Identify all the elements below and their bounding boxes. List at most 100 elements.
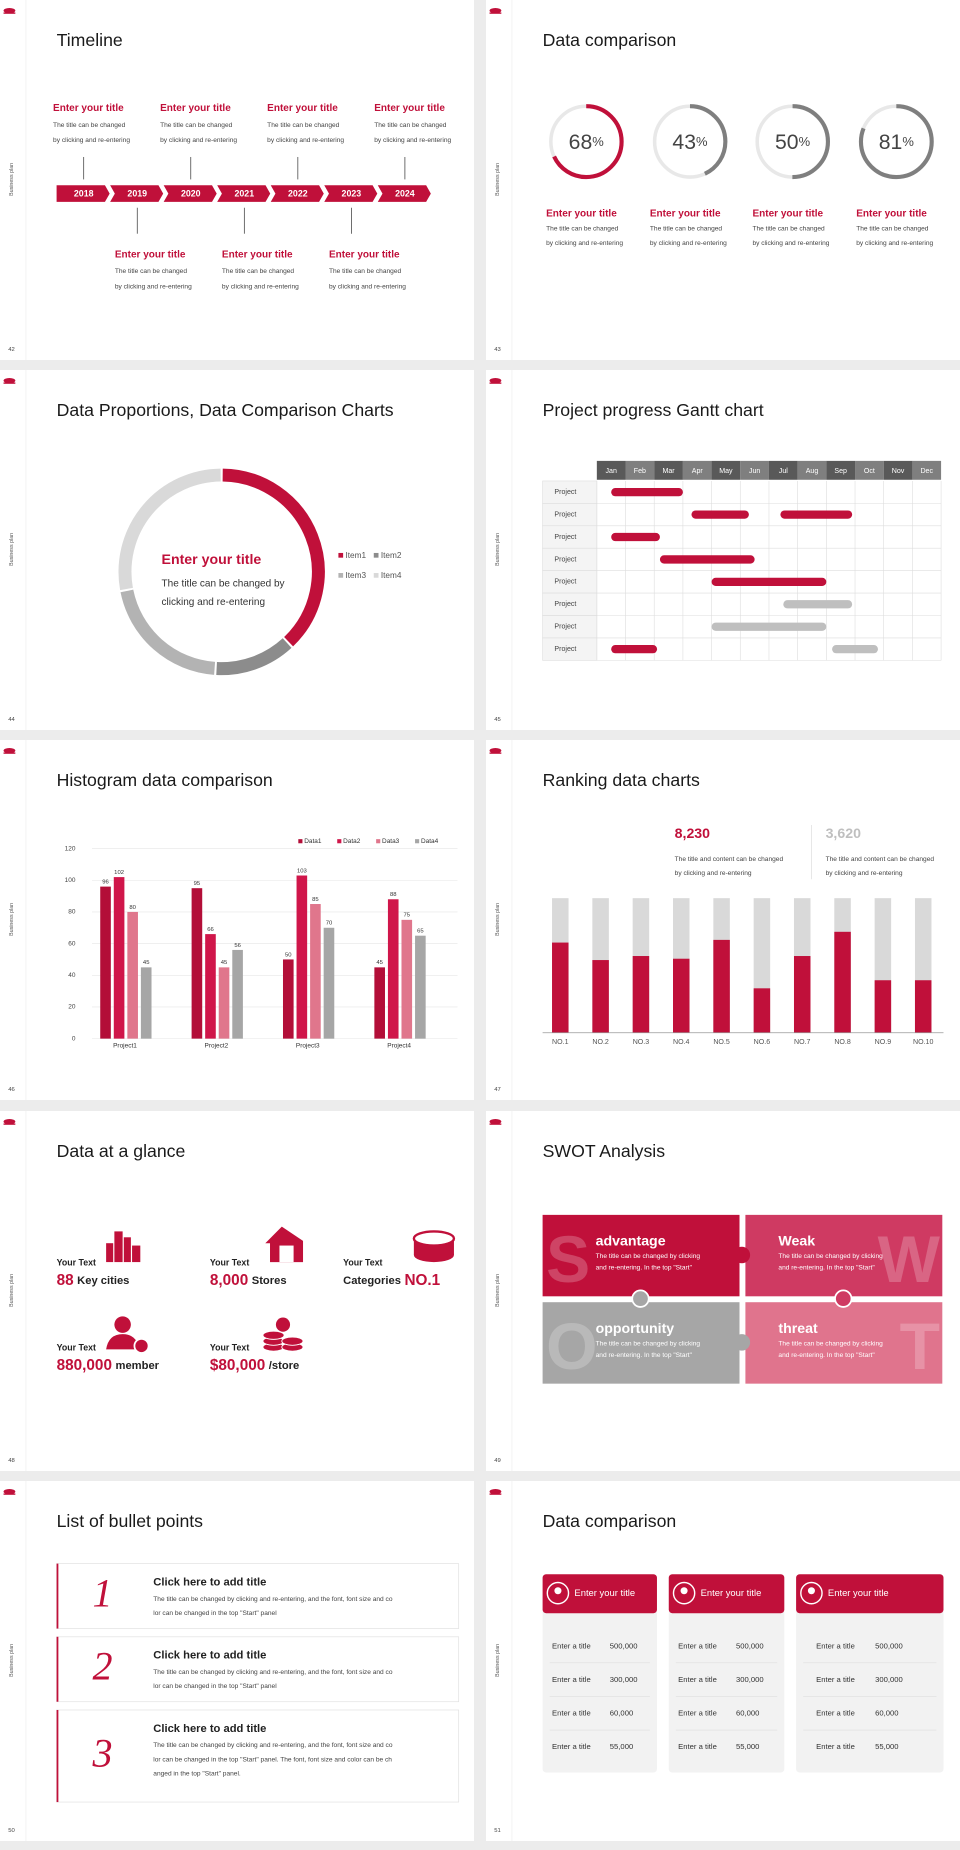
event-text: by clicking and re-entering [53,137,130,144]
legend-swatch [298,839,303,844]
value-label: 70 [326,921,333,927]
item-value: Categories NO.1 [343,1272,441,1289]
row-value: 60,000 [736,1709,759,1718]
x-tick-label: Project4 [387,1042,411,1049]
icon [114,1231,123,1263]
ring-value: 50% [775,130,811,153]
bar [753,988,771,1033]
legend-label: Data4 [421,838,439,845]
slide-title: Timeline [57,30,123,50]
swot-text: The title can be changed by clicking [596,1340,701,1347]
list-number: 2 [93,1644,113,1689]
x-tick-label: NO.6 [754,1039,771,1046]
row-label: Project [554,646,576,653]
row-label: Project [554,601,576,608]
unit: % [799,134,811,149]
item-title: Enter your title [546,208,617,219]
value-label: 96 [102,879,109,885]
legend-label: Item3 [345,571,366,580]
value-label: 102 [114,870,124,876]
row-label: Enter a title [816,1675,855,1684]
slide: Business plan 45 Project progress Gantt ch… [486,370,960,730]
year-label: 2021 [234,188,254,198]
logo [489,748,502,754]
bar [140,967,152,1039]
bar [713,939,730,1033]
value-unit: Key cities [77,1275,129,1287]
icon [413,1247,454,1263]
bar [592,960,609,1033]
ring-value: 81% [879,130,915,153]
month-header [596,460,626,480]
side-label: Business plan [495,163,501,196]
event-title: Enter your title [115,250,186,261]
legend-label: Data2 [343,838,361,845]
value: 50 [775,130,799,153]
stat-text: The title and content can be changed [675,856,784,863]
center-text: The title can be changed by [162,578,285,589]
card-icon [807,1587,815,1595]
knob [631,1289,650,1308]
card-header [668,1574,785,1614]
list-text: lor can be changed in the top "Start" pa… [153,1683,277,1690]
side-label: Business plan [9,1274,15,1307]
year-segment [270,185,324,202]
card-title: Enter your title [574,1587,635,1598]
y-tick-label: 20 [68,1004,76,1011]
value-label: 65 [417,929,424,935]
event-title: Enter your title [329,250,400,261]
value-big: $80,000 [210,1357,265,1374]
donut-segment [118,468,221,591]
bar [282,959,294,1039]
swot-text: and re-entering. In the top "Start" [596,1352,693,1359]
x-tick-label: NO.7 [794,1039,811,1046]
month-label: Jan [605,468,616,475]
month-label: Oct [864,468,875,475]
x-tick-label: Project3 [296,1042,320,1049]
bar [310,904,321,1039]
event-text: by clicking and re-entering [222,284,299,291]
month-header [883,460,913,480]
y-tick-label: 0 [72,1035,76,1042]
item-value: 88 Key cities [57,1272,130,1289]
event-text: The title can be changed [329,268,402,275]
row-label: Enter a title [552,1641,591,1650]
event-title: Enter your title [160,103,231,114]
ring-arc [548,104,624,180]
swot-block [542,1214,740,1297]
icon [281,1336,304,1346]
event-text: by clicking and re-entering [160,137,237,144]
slide-title: Ranking data charts [543,770,700,790]
item-text: The title can be changed [856,226,929,233]
item-value: 8,000 Stores [210,1272,287,1289]
logo [489,752,502,754]
list-text: lor can be changed in the top "Start" pa… [153,1756,392,1763]
value: 81 [879,130,903,153]
side-label: Business plan [9,163,15,196]
month-label: May [719,468,733,475]
stat-text: by clicking and re-entering [826,870,903,877]
swot-title: Weak [778,1233,815,1249]
bar [205,934,216,1039]
legend-swatch [338,573,344,578]
slide: Business plan 51 Data comparison Enter your… [486,1481,960,1841]
icon [412,1230,456,1247]
item-title: Enter your title [650,208,721,219]
slide-number: 49 [494,1458,501,1464]
swot-text: The title can be changed by clicking [778,1340,883,1347]
legend-swatch [338,552,344,558]
value-big: 8,000 [210,1272,248,1289]
donut-segment [216,638,292,676]
swot-text: and re-entering. In the top "Start" [778,1265,875,1272]
row-label: Project [554,534,576,541]
gantt-bar [611,488,683,497]
month-label: Jun [749,468,760,475]
legend-label: Data1 [304,838,322,845]
year-label: 2018 [74,188,94,198]
logo [489,382,502,384]
value-label: 45 [221,960,228,966]
bar [296,875,308,1039]
logo [489,1493,502,1495]
gantt-bar [659,555,755,564]
